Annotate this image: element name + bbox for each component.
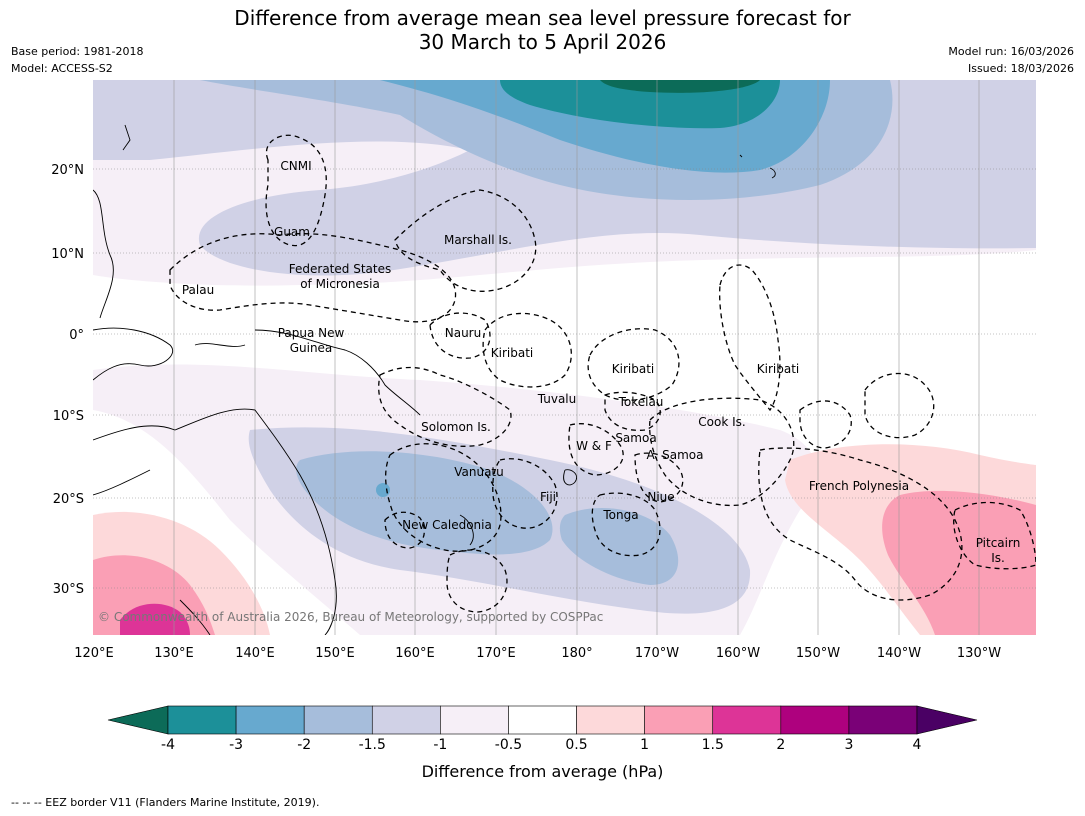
colorbar-tick-label: 4 (912, 737, 922, 753)
colorbar-tick-label: -0.5 (494, 737, 523, 753)
label-tuvalu: Tuvalu (537, 392, 577, 406)
coastlines (93, 124, 776, 635)
map-field: CNMI Guam Marshall Is. Federated States … (93, 80, 1036, 635)
region-labels: CNMI Guam Marshall Is. Federated States … (182, 159, 1020, 565)
label-new-caledonia: New Caledonia (402, 518, 492, 532)
contour-darkteal-north (600, 80, 760, 93)
colorbar-label: Difference from average (hPa) (421, 762, 664, 781)
colorbar-segment (644, 705, 714, 735)
colorbar-tick-label: -4 (161, 737, 175, 753)
lat-label: 20°N (51, 163, 84, 178)
colorbar-tick-label: 3 (844, 737, 854, 753)
title-line-1: Difference from average mean sea level p… (234, 6, 851, 30)
eez-borders (169, 134, 1036, 613)
meta-right: Model run: 16/03/2026 Issued: 18/03/2026 (948, 43, 1074, 77)
colorbar-tick-label: -1.5 (358, 737, 386, 753)
contour-teal-north (500, 80, 780, 129)
contour-midblue-spot (376, 483, 390, 497)
label-fiji: Fiji (540, 490, 556, 504)
label-asamoa: A. Samoa (647, 448, 704, 462)
colorbar-segment (167, 705, 237, 735)
colorbar-segment (576, 705, 645, 735)
colorbar-segment (848, 705, 918, 735)
colorbar-segment (440, 705, 509, 735)
label-kiribati-2: Kiribati (612, 362, 654, 376)
lat-label: 0° (69, 328, 84, 343)
label-samoa: Samoa (615, 431, 656, 445)
label-tokelau: Tokelau (618, 395, 664, 409)
colorbar-tick-label: 0.5 (565, 737, 588, 753)
label-french-polynesia: French Polynesia (809, 479, 909, 493)
label-kiribati-3: Kiribati (757, 362, 799, 376)
lat-label: 10°S (53, 409, 84, 424)
colorbar-tick-label: -1 (433, 737, 448, 753)
label-vanuatu: Vanuatu (454, 465, 504, 479)
lon-label: 140°E (235, 646, 275, 661)
lon-label: 130°E (154, 646, 194, 661)
label-marshall: Marshall Is. (444, 233, 512, 247)
chart-title: Difference from average mean sea level p… (0, 6, 1085, 54)
colorbar-segment (235, 705, 305, 735)
meta-left: Base period: 1981-2018 Model: ACCESS-S2 (11, 43, 143, 77)
label-wf: W & F (576, 439, 612, 453)
lon-label: 120°E (74, 646, 114, 661)
lat-label: 10°N (51, 247, 84, 262)
colorbar-tick-label: 2 (776, 737, 786, 753)
issued-date: Issued: 18/03/2026 (967, 62, 1074, 75)
lon-label: 170°W (635, 646, 679, 661)
eez-footnote: -- -- -- EEZ border V11 (Flanders Marine… (11, 796, 320, 809)
label-fsm-2: of Micronesia (300, 277, 380, 291)
lat-label: 30°S (53, 582, 84, 597)
title-line-2: 30 March to 5 April 2026 (418, 30, 667, 54)
label-palau: Palau (182, 283, 214, 297)
lon-label: 160°W (716, 646, 760, 661)
label-solomon: Solomon Is. (421, 420, 491, 434)
label-niue: Niue (647, 490, 674, 504)
contour-blue-south-tonga (559, 507, 679, 585)
model-run: Model run: 16/03/2026 (948, 45, 1074, 58)
colorbar-tick-label: 1.5 (701, 737, 724, 753)
colorbar (107, 705, 978, 735)
colorbar-segment (712, 705, 782, 735)
lat-label: 20°S (53, 492, 84, 507)
colorbar-segment (303, 705, 373, 735)
colorbar-segment (780, 705, 850, 735)
label-guam: Guam (274, 225, 310, 239)
lon-label: 160°E (395, 646, 435, 661)
label-pitcairn-1: Pitcairn (976, 536, 1021, 550)
colorbar-segment (371, 705, 441, 735)
label-fsm-1: Federated States (289, 262, 391, 276)
label-cook: Cook Is. (698, 415, 745, 429)
label-cnmi: CNMI (280, 159, 311, 173)
lon-label: 170°E (476, 646, 516, 661)
lon-label: 140°W (877, 646, 921, 661)
label-nauru: Nauru (445, 326, 481, 340)
lon-label: 150°W (796, 646, 840, 661)
model-name: Model: ACCESS-S2 (11, 62, 113, 75)
colorbar-over-arrow (916, 705, 978, 735)
label-png-2: Guinea (290, 341, 333, 355)
label-png-1: Papua New (278, 326, 345, 340)
latitude-labels: 20°N 10°N 0° 10°S 20°S 30°S (51, 163, 84, 597)
base-period: Base period: 1981-2018 (11, 45, 144, 58)
contour-rose-sw (93, 555, 215, 635)
colorbar-tick-label: -2 (297, 737, 312, 753)
lon-label: 130°W (957, 646, 1001, 661)
longitude-labels: 120°E 130°E 140°E 150°E 160°E 170°E 180° 170°W 1… (74, 646, 1001, 661)
label-tonga: Tonga (602, 508, 638, 522)
lon-label: 150°E (315, 646, 355, 661)
label-pitcairn-2: Is. (991, 551, 1005, 565)
colorbar-tick-label: 1 (640, 737, 650, 753)
lon-label: 180° (561, 646, 592, 661)
contour-magenta-sw (120, 603, 190, 635)
colorbar-segment (508, 705, 577, 735)
colorbar-tick-label: -3 (229, 737, 244, 753)
gridlines (93, 168, 1036, 589)
label-kiribati-1: Kiribati (491, 346, 533, 360)
copyright-notice: © Commonwealth of Australia 2026, Bureau… (98, 610, 603, 624)
colorbar-under-arrow (107, 705, 169, 735)
